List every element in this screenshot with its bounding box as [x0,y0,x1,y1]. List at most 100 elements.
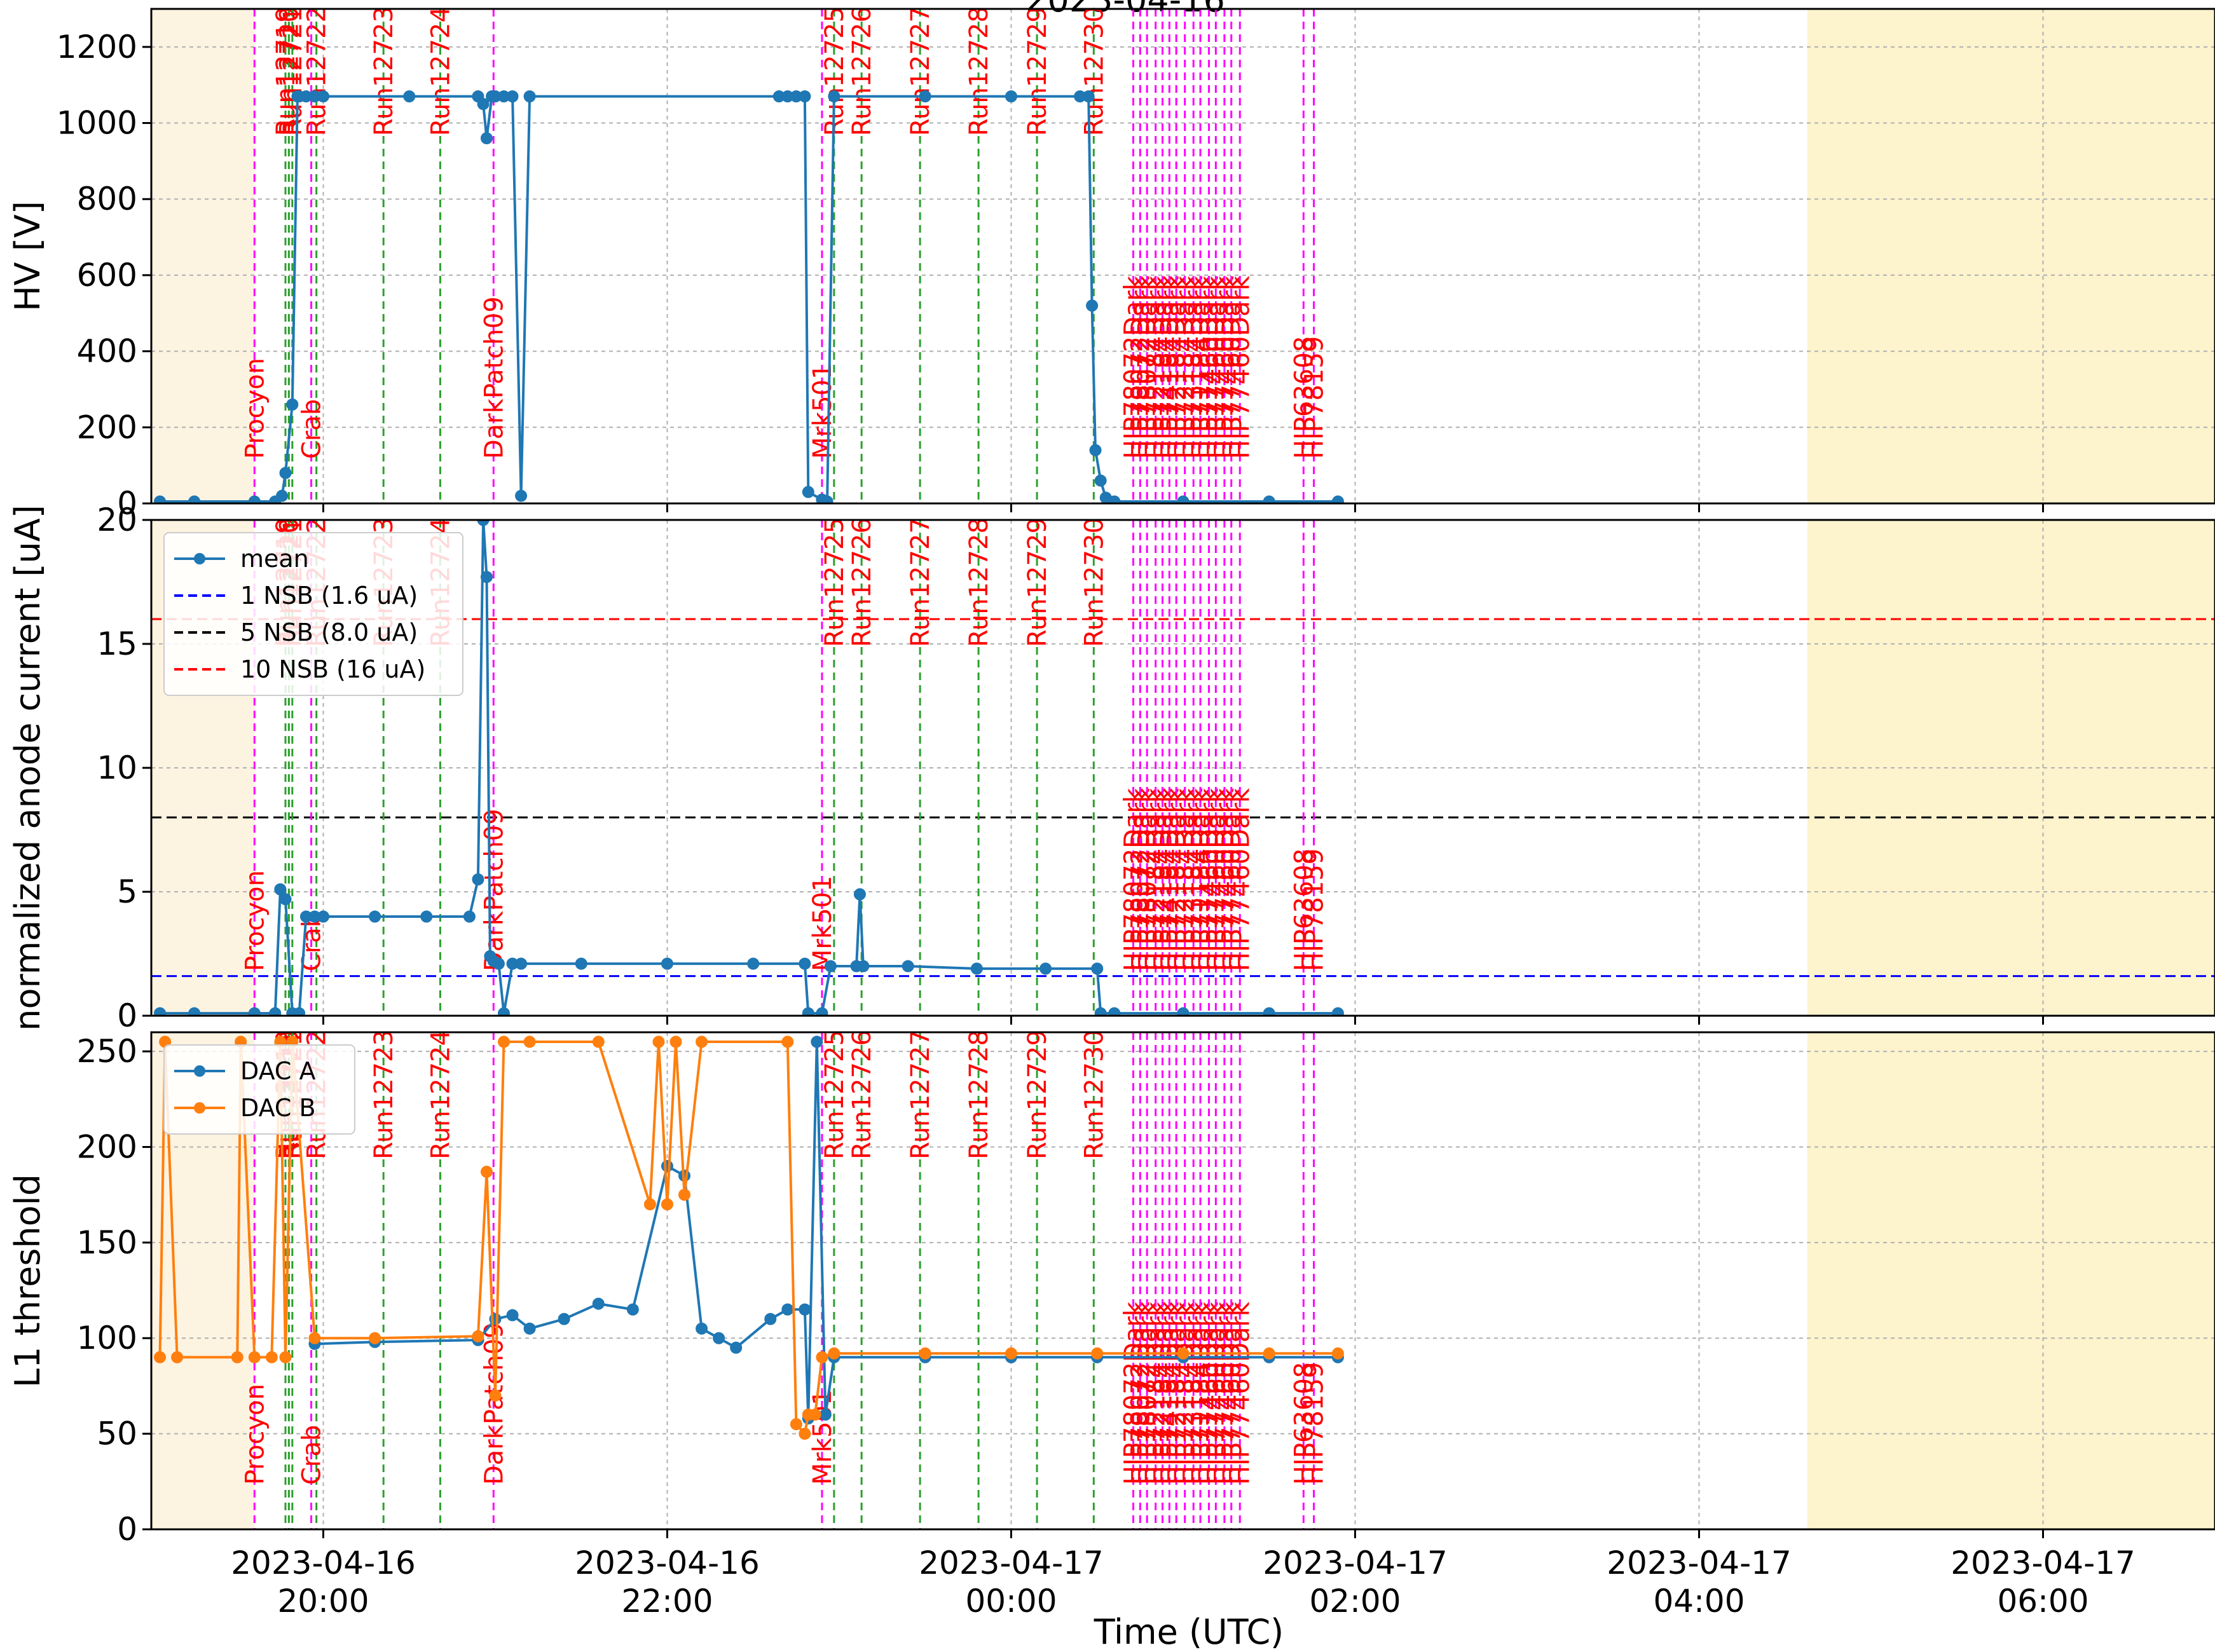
run-label: Run12725 [820,517,849,647]
data-point [696,1322,708,1335]
data-point [799,1428,811,1440]
x-tick-label: 2023-04-16 [231,1545,416,1581]
source-label: HIP71184Dark [1186,275,1216,459]
source-label: HIP78072Dark [1133,788,1162,971]
data-point [661,1198,673,1211]
y-tick-label: 0 [117,485,137,522]
data-point [269,1007,282,1016]
data-point [1331,1347,1344,1360]
data-point [1005,1347,1017,1360]
data-point [919,1347,931,1360]
source-label: HIP71184Dark [1186,1301,1216,1485]
run-label: Run12728 [964,1030,994,1159]
source-label: HIP77460Dark [1226,275,1255,459]
source-label: HIP72184Dark [1142,1301,1171,1485]
data-point [1005,90,1017,103]
data-point [369,1332,381,1344]
x-tick-label: 20:00 [277,1583,369,1620]
source-label: HIP78159 [1300,849,1329,971]
data-point [575,957,587,970]
source-label: HIP78072Dark [1133,275,1162,459]
source-label: HIP77460Dark [1195,275,1224,459]
data-point [279,893,292,906]
x-tick-label: 22:00 [621,1583,713,1620]
data-point [1177,495,1190,503]
source-label: HIP74184Dark [1155,1301,1184,1485]
data-point [857,960,870,973]
run-label: Run12726 [847,1030,877,1159]
run-label: Run12730 [1080,6,1109,136]
data-point [661,957,673,970]
source-label: Mrk501 [808,876,837,971]
data-point [308,1332,321,1344]
data-point [1082,90,1095,103]
run-label: Run12729 [1023,6,1052,136]
data-point [558,1313,570,1325]
source-label: HIP72184Dark [1171,1301,1200,1485]
run-label: Run12724 [426,1030,455,1159]
data-point [696,1035,708,1048]
source-label: HIP77460Dark [1210,788,1240,971]
data-point [515,957,528,970]
data-point [661,1160,673,1173]
source-label: HIP78072Dark [1120,788,1149,971]
legend-label: 5 NSB (8.0 uA) [240,618,418,646]
source-label: Procyon [240,870,270,971]
x-tick-label: 00:00 [965,1583,1057,1620]
shading-1 [1807,520,2215,1016]
data-point [821,495,833,503]
data-point [802,1007,814,1016]
data-point [747,957,760,970]
data-point [480,1166,493,1178]
source-label: HIP72184Dark [1162,1301,1191,1485]
source-label: HIP74184Dark [1155,275,1184,459]
data-point [188,495,201,503]
data-point [463,910,476,923]
run-label: Run12726 [847,517,877,647]
data-point [515,489,528,502]
data-point [248,1351,261,1363]
source-label: HIP72184Dark [1149,1301,1178,1485]
source-label: HIP72184Dark [1149,788,1178,971]
source-label: HIP77460Dark [1195,1301,1224,1485]
data-point [781,1303,794,1316]
source-label: HIP74184Dark [1155,788,1184,971]
source-label: HIP78072Dark [1126,275,1155,459]
data-point [293,1007,306,1016]
y-tick-label: 250 [77,1033,137,1070]
y-tick-label: 15 [97,625,137,662]
shading-0 [151,9,255,503]
run-label: Run12719 [271,6,301,136]
legend-current: mean 1 NSB (1.6 uA) 5 NSB (8.0 uA) 10 NSB (… [163,532,463,696]
panel-current: Run12719Run12720Run12721Run12722Run12723… [8,502,2215,1034]
run-label: Run12721 [278,6,308,136]
source-label: HIP77460Dark [1226,1301,1255,1485]
data-point [799,1303,811,1316]
data-point [1094,474,1107,487]
legend-threshold: DAC A DAC B [163,1044,355,1135]
source-label: HIP77460Dark [1210,275,1240,459]
run-label: Run12723 [369,1030,399,1159]
y-tick-label: 10 [97,749,137,786]
run-label: Run12728 [964,6,994,136]
source-label: HIP77460Dark [1226,788,1255,971]
data-point [472,873,484,885]
data-point [1039,962,1052,975]
y-tick-label: 1000 [57,105,137,142]
x-tick-label: 02:00 [1309,1583,1401,1620]
axes-frame [150,8,2215,505]
data-point [480,571,493,584]
source-label: Mrk501 [808,364,837,459]
data-point [799,90,811,103]
data-point [828,90,840,103]
axes-frame [150,1031,2215,1531]
data-point [678,1189,691,1201]
source-label: HIP78072Dark [1133,1301,1162,1485]
source-label: HIP78072Dark [1120,1301,1149,1485]
run-label: Run12728 [964,517,994,647]
data-point [523,90,536,103]
data-point [1177,1347,1190,1360]
y-tick-label: 20 [97,502,137,538]
data-point [1108,1007,1121,1016]
source-label: HIP72184Dark [1171,788,1200,971]
